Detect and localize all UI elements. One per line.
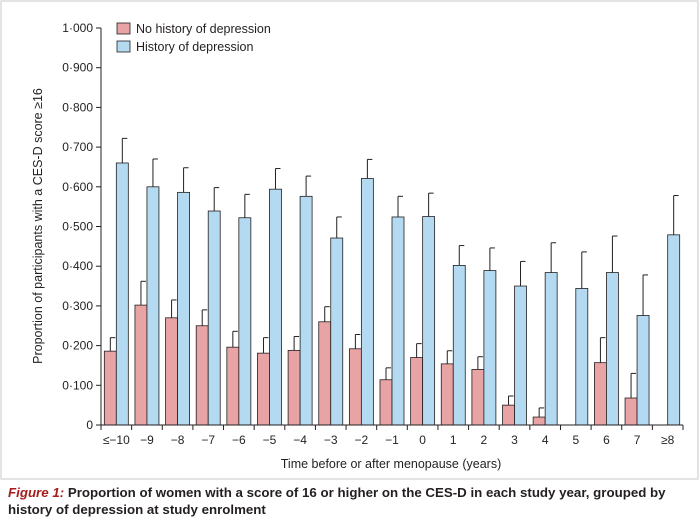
bar-history bbox=[269, 188, 282, 426]
y-tick-label: 0·800 bbox=[62, 100, 93, 114]
y-tick-label: 0·500 bbox=[62, 220, 93, 234]
x-tick-label: ≥8 bbox=[661, 433, 675, 447]
bar-history bbox=[360, 178, 374, 426]
bar-history bbox=[391, 216, 405, 426]
x-tick-label: 7 bbox=[634, 433, 641, 447]
bar-chart: 0 0·100 0·200 0·300 0·400 0·500 0·600 0·700 0·80… bbox=[0, 0, 699, 480]
bars bbox=[103, 137, 681, 426]
y-tick-label: 0·900 bbox=[62, 61, 93, 75]
bar-no-history bbox=[226, 346, 240, 426]
bar-history bbox=[636, 315, 650, 426]
bar-history bbox=[544, 272, 558, 426]
y-tick-label: 0·700 bbox=[62, 140, 93, 154]
bar-history bbox=[299, 195, 313, 426]
x-tick-label: −8 bbox=[171, 433, 185, 447]
bar-no-history bbox=[318, 321, 332, 426]
bar-no-history bbox=[165, 317, 178, 426]
y-tick-label: 0·300 bbox=[62, 299, 93, 313]
x-tick-label: −9 bbox=[140, 433, 154, 447]
x-tick-label: 1 bbox=[450, 433, 457, 447]
x-tick-label: −2 bbox=[355, 433, 369, 447]
x-tick-label: 5 bbox=[572, 433, 579, 447]
bar-history bbox=[146, 186, 160, 426]
y-tick-label: 0·100 bbox=[62, 378, 93, 392]
figure-caption: Figure 1: Proportion of women with a sco… bbox=[8, 484, 694, 518]
x-axis-title: Time before or after menopause (years) bbox=[281, 457, 501, 471]
y-tick-label: 0·400 bbox=[62, 259, 93, 273]
legend-label-history: History of depression bbox=[136, 40, 253, 54]
bar-history bbox=[452, 265, 466, 426]
x-tick-label: 6 bbox=[603, 433, 610, 447]
y-tick-label: 0 bbox=[86, 418, 93, 432]
x-tick-label: −6 bbox=[232, 433, 246, 447]
bar-history bbox=[514, 285, 527, 426]
y-tick-label: 0·600 bbox=[62, 180, 93, 194]
x-tick-label: 0 bbox=[419, 433, 426, 447]
bar-no-history bbox=[103, 350, 117, 426]
y-tick-label: 1·000 bbox=[62, 21, 93, 35]
bar-no-history bbox=[134, 304, 148, 426]
bar-no-history bbox=[379, 379, 393, 426]
y-axis-ticks: 0 0·100 0·200 0·300 0·400 0·500 0·600 0·700 0·80… bbox=[62, 21, 101, 432]
bar-history bbox=[115, 162, 129, 426]
bar-history bbox=[207, 210, 221, 426]
bar-no-history bbox=[532, 416, 546, 426]
legend: No history of depression History of depr… bbox=[116, 22, 271, 54]
bar-history bbox=[330, 237, 344, 426]
bar-no-history bbox=[594, 362, 607, 426]
legend-swatch-no-history bbox=[116, 22, 131, 35]
bar-history bbox=[606, 272, 619, 426]
bar-no-history bbox=[410, 357, 424, 426]
chart-frame bbox=[0, 0, 699, 480]
x-tick-label: −5 bbox=[263, 433, 277, 447]
x-tick-label: −1 bbox=[385, 433, 399, 447]
y-tick-label: 0·200 bbox=[62, 339, 93, 353]
bar-no-history bbox=[348, 348, 362, 426]
x-tick-label: −7 bbox=[201, 433, 215, 447]
x-tick-label: 2 bbox=[481, 433, 488, 447]
figure-label: Figure 1: bbox=[8, 485, 65, 500]
x-tick-label: ≤−10 bbox=[103, 433, 130, 447]
bar-no-history bbox=[502, 404, 515, 426]
bar-no-history bbox=[287, 349, 301, 426]
x-axis-ticks: ≤−10 −9 −8 −7 −6 −5 −4 −3 −2 −1 0 1 2 3 4 5 6 7 ≥8 bbox=[100, 425, 684, 447]
bar-history bbox=[483, 270, 497, 426]
bar-no-history bbox=[440, 363, 454, 426]
bar-history bbox=[422, 216, 436, 426]
y-axis-title: Proportion of participants with a CES-D … bbox=[31, 88, 45, 364]
bar-no-history bbox=[471, 369, 485, 426]
x-tick-label: 4 bbox=[542, 433, 549, 447]
bar-history bbox=[575, 288, 589, 426]
bar-no-history bbox=[257, 352, 270, 426]
bar-history bbox=[667, 234, 681, 426]
x-tick-label: 3 bbox=[511, 433, 518, 447]
figure-caption-text: Proportion of women with a score of 16 o… bbox=[8, 485, 666, 517]
x-tick-label: −3 bbox=[324, 433, 338, 447]
x-tick-label: −4 bbox=[293, 433, 307, 447]
legend-swatch-history bbox=[116, 40, 131, 53]
bar-no-history bbox=[195, 325, 209, 426]
bar-no-history bbox=[624, 397, 638, 426]
bar-history bbox=[177, 191, 190, 426]
bar-history bbox=[238, 217, 252, 426]
legend-label-no-history: No history of depression bbox=[136, 22, 271, 36]
